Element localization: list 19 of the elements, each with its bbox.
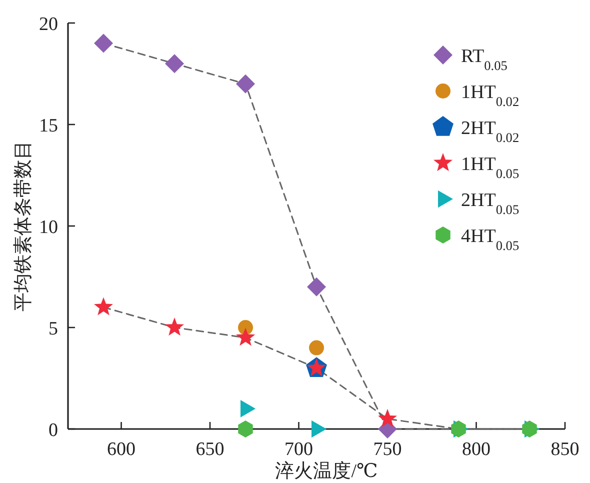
legend-label: 2HT$_{0.05}$ (461, 190, 520, 216)
x-tick-label: 650 (196, 439, 224, 460)
x-tick-label: 750 (373, 439, 402, 460)
x-axis-title: 淬火温度/℃ (275, 460, 378, 482)
x-tick-label: 600 (107, 439, 136, 460)
x-tick-label: 850 (550, 439, 580, 460)
y-tick-label: 10 (39, 217, 58, 238)
legend-label: 4HT$_{0.05}$ (461, 226, 520, 252)
y-tick-label: 15 (39, 116, 58, 136)
y-tick-label: 0 (48, 420, 58, 441)
legend-label: 1HT$_{0.02}$ (461, 82, 520, 108)
legend-label: RT$_{0.05}$ (461, 46, 508, 72)
legend-label: 1HT$_{0.05}$ (461, 154, 520, 180)
x-tick-label: 700 (284, 439, 313, 460)
x-tick-label: 800 (462, 439, 490, 460)
y-tick-label: 5 (48, 318, 58, 340)
y-axis-title: 平均铁素体条带数目 (13, 140, 34, 312)
y-tick-label: 20 (39, 14, 58, 35)
legend-label: 2HT$_{0.02}$ (461, 118, 520, 144)
